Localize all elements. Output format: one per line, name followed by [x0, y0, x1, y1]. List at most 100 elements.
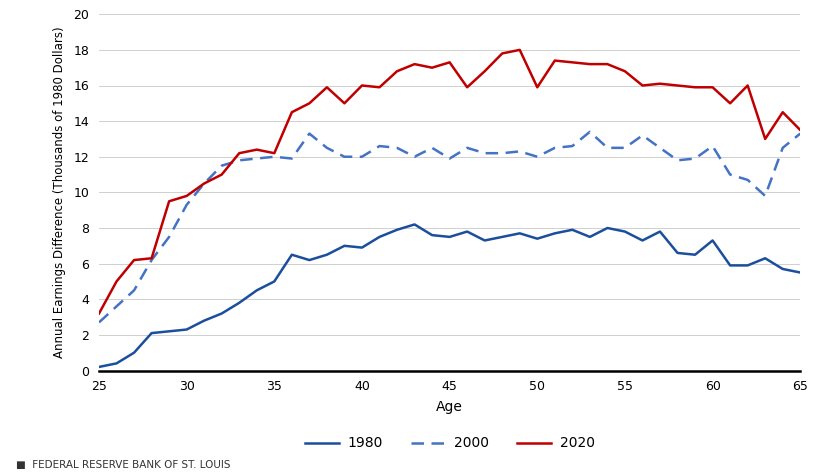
2000 [392, 145, 402, 151]
1980 [515, 230, 525, 236]
2000 [375, 143, 384, 149]
2020 [761, 136, 771, 142]
1980 [409, 221, 419, 228]
1980 [708, 238, 718, 243]
2000 [742, 177, 752, 183]
X-axis label: Age: Age [436, 400, 463, 414]
1980 [129, 350, 139, 355]
Y-axis label: Annual Earnings Difference (Thousands of 1980 Dollars): Annual Earnings Difference (Thousands of… [54, 27, 67, 358]
2020 [111, 278, 121, 284]
2000 [322, 145, 332, 151]
1980 [234, 300, 244, 306]
2020 [269, 150, 279, 156]
2020 [182, 193, 191, 199]
2000 [304, 131, 314, 136]
Line: 2000: 2000 [99, 132, 800, 323]
2020 [129, 257, 139, 263]
2000 [182, 202, 191, 208]
2000 [655, 145, 665, 151]
1980 [269, 278, 279, 284]
1980 [638, 238, 648, 243]
Legend: 1980, 2000, 2020: 1980, 2000, 2020 [299, 431, 601, 456]
2020 [602, 61, 612, 67]
2000 [409, 154, 419, 160]
2000 [795, 131, 805, 136]
2000 [549, 145, 559, 151]
2020 [322, 85, 332, 90]
2000 [269, 154, 279, 160]
1980 [742, 263, 752, 268]
2000 [532, 154, 542, 160]
2000 [340, 154, 350, 160]
1980 [462, 229, 472, 235]
2000 [638, 133, 648, 138]
2020 [795, 127, 805, 133]
1980 [304, 257, 314, 263]
2000 [234, 158, 244, 163]
2000 [480, 150, 490, 156]
2020 [585, 61, 595, 67]
2000 [602, 145, 612, 151]
1980 [497, 234, 507, 240]
2020 [725, 101, 735, 106]
2000 [778, 145, 788, 151]
1980 [164, 329, 174, 334]
2020 [708, 85, 718, 90]
2000 [690, 156, 700, 162]
1980 [795, 270, 805, 275]
2020 [497, 51, 507, 57]
2000 [568, 143, 577, 149]
1980 [322, 252, 332, 257]
2020 [638, 83, 648, 88]
1980 [111, 361, 121, 366]
2020 [427, 65, 437, 71]
2000 [287, 156, 297, 162]
2000 [357, 154, 367, 160]
2020 [164, 199, 174, 204]
2000 [761, 193, 771, 199]
2020 [287, 109, 297, 115]
1980 [182, 327, 191, 332]
1980 [568, 227, 577, 233]
1980 [445, 234, 455, 240]
2020 [304, 101, 314, 106]
2020 [147, 256, 157, 261]
2020 [532, 85, 542, 90]
2000 [515, 149, 525, 154]
2020 [94, 311, 104, 316]
1980 [217, 311, 227, 316]
2000 [129, 287, 139, 293]
2020 [690, 85, 700, 90]
2020 [568, 59, 577, 65]
2000 [217, 163, 227, 169]
1980 [690, 252, 700, 257]
1980 [725, 263, 735, 268]
1980 [200, 318, 210, 323]
2020 [252, 147, 262, 152]
1980 [602, 225, 612, 231]
2020 [409, 61, 419, 67]
1980 [252, 287, 262, 293]
2020 [480, 68, 490, 74]
2020 [655, 81, 665, 86]
2020 [742, 83, 752, 88]
2000 [252, 156, 262, 162]
Text: ■  FEDERAL RESERVE BANK OF ST. LOUIS: ■ FEDERAL RESERVE BANK OF ST. LOUIS [16, 460, 231, 470]
2020 [340, 101, 350, 106]
2000 [672, 158, 682, 163]
2000 [445, 156, 455, 162]
2000 [147, 257, 157, 263]
2000 [427, 145, 437, 151]
1980 [147, 330, 157, 336]
1980 [375, 234, 384, 240]
2020 [200, 180, 210, 186]
1980 [672, 250, 682, 256]
2000 [725, 172, 735, 178]
1980 [427, 232, 437, 238]
2000 [94, 320, 104, 325]
2020 [620, 68, 630, 74]
2020 [515, 47, 525, 53]
2020 [462, 85, 472, 90]
1980 [655, 229, 665, 235]
1980 [480, 238, 490, 243]
